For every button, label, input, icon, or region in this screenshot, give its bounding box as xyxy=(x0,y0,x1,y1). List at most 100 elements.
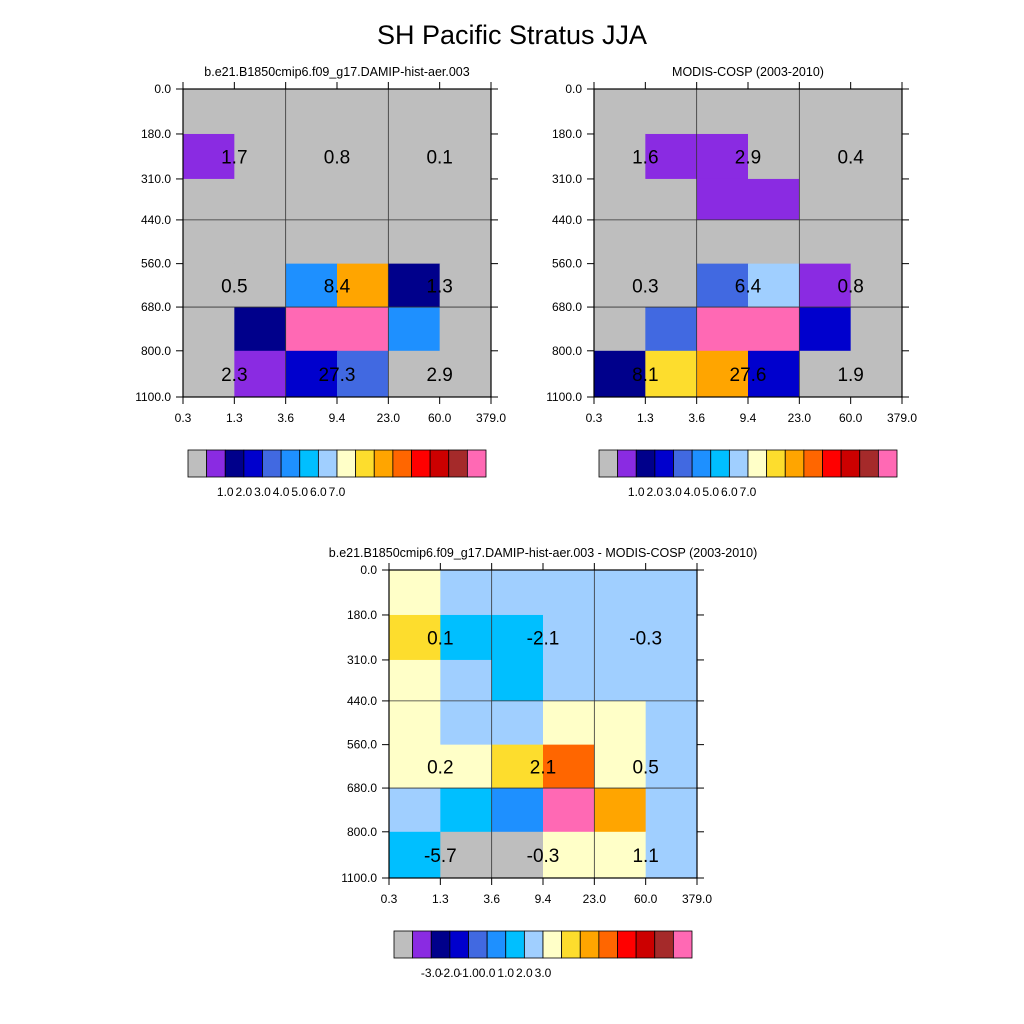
colorbar-label: 2.0 xyxy=(647,485,664,499)
colorbar-swatch xyxy=(784,449,805,478)
panel-subtitle: MODIS-COSP (2003-2010) xyxy=(672,65,824,79)
block-value-label: -5.7 xyxy=(424,846,457,867)
heatmap-cell xyxy=(439,263,492,308)
panel-subtitle: b.e21.B1850cmip6.f09_g17.DAMIP-hist-aer.… xyxy=(204,65,469,79)
heatmap-cell xyxy=(748,89,800,135)
block-value-label: 1.3 xyxy=(426,276,452,297)
y-tick-label: 680.0 xyxy=(552,300,582,314)
y-tick-label: 440.0 xyxy=(347,694,377,708)
heatmap-cell xyxy=(388,219,441,265)
colorbar-swatch xyxy=(840,449,861,478)
heatmap-cell xyxy=(440,570,493,616)
heatmap-cell xyxy=(440,614,493,661)
heatmap-cell xyxy=(440,659,493,702)
block-value-label: 0.1 xyxy=(427,628,453,649)
heatmap-cell xyxy=(543,788,595,833)
heatmap-cell xyxy=(748,263,800,308)
heatmap-cell xyxy=(594,659,647,702)
colorbar-label: -1.0 xyxy=(458,966,479,980)
y-tick-label: 800.0 xyxy=(141,344,171,358)
heatmap-cell xyxy=(850,133,903,180)
heatmap-cell xyxy=(594,788,647,833)
y-tick-label: 800.0 xyxy=(347,825,377,839)
block-value-label: 2.1 xyxy=(530,757,556,778)
heatmap-cell xyxy=(234,263,287,308)
block-value-label: 1.6 xyxy=(632,147,658,168)
heatmap-cell xyxy=(337,178,389,221)
y-tick-label: 440.0 xyxy=(141,213,171,227)
heatmap-cell xyxy=(491,788,544,833)
heatmap-cell xyxy=(285,133,338,180)
colorbar-swatch xyxy=(317,449,338,478)
colorbar-swatch xyxy=(635,930,656,959)
x-tick-label: 9.4 xyxy=(740,411,757,425)
y-tick-label: 680.0 xyxy=(347,781,377,795)
colorbar-swatch xyxy=(486,930,507,959)
heatmap-cell xyxy=(850,263,903,308)
colorbar-swatch xyxy=(430,930,451,959)
colorbar-swatch xyxy=(468,930,488,959)
colorbar-swatch xyxy=(654,930,674,959)
colorbar-swatch xyxy=(243,449,263,478)
heatmap-cell xyxy=(645,133,698,180)
colorbar: 1.0 2.0 3.0 4.0 5.0 6.0 7.0 xyxy=(187,449,487,499)
y-tick-label: 1100.0 xyxy=(341,871,377,885)
heatmap-cell xyxy=(285,219,338,265)
heatmap-cell xyxy=(594,133,646,180)
heatmap-cell xyxy=(337,89,389,135)
colorbar-label: 4.0 xyxy=(273,485,290,499)
heatmap-cell xyxy=(183,307,235,352)
heatmap-cell xyxy=(594,219,646,265)
colorbar-swatch xyxy=(373,449,394,478)
heatmap-cell xyxy=(543,700,595,746)
heatmap-cell xyxy=(389,659,441,702)
heatmap-cell xyxy=(696,307,749,352)
colorbar-swatch xyxy=(598,449,619,478)
heatmap-cell xyxy=(183,219,235,265)
heatmap-cell xyxy=(543,614,595,661)
heatmap-cell xyxy=(645,350,698,398)
block-value-label: 8.4 xyxy=(324,276,351,297)
heatmap-panel-3: b.e21.B1850cmip6.f09_g17.DAMIP-hist-aer.… xyxy=(329,546,757,980)
x-tick-label: 23.0 xyxy=(788,411,812,425)
colorbar-label: 1.0 xyxy=(217,485,234,499)
x-tick-label: 3.6 xyxy=(688,411,705,425)
block-value-label: 0.2 xyxy=(427,757,453,778)
colorbar-swatch xyxy=(710,449,730,478)
heatmap-cell xyxy=(799,307,852,352)
heatmap-cell xyxy=(799,178,852,221)
heatmap-cell xyxy=(440,700,493,746)
colorbar-swatch xyxy=(617,930,637,959)
heatmap-cell xyxy=(850,178,903,221)
colorbar-swatch xyxy=(429,449,450,478)
heatmap-cell xyxy=(850,219,903,265)
block-value-label: 0.8 xyxy=(837,276,863,297)
heatmap-cell xyxy=(285,263,338,308)
heatmap-cell xyxy=(696,178,749,221)
block-value-label: 1.9 xyxy=(837,365,863,386)
colorbar-swatch xyxy=(466,449,487,478)
heatmap-cell xyxy=(234,350,287,398)
colorbar-swatch xyxy=(523,930,544,959)
colorbar-swatch xyxy=(262,449,282,478)
block-value-label: 6.4 xyxy=(735,276,762,297)
heatmap-cell xyxy=(543,659,595,702)
heatmap-cell xyxy=(285,178,338,221)
heatmap-cell xyxy=(696,350,749,398)
colorbar-swatch xyxy=(617,449,637,478)
heatmap-cell xyxy=(748,307,800,352)
x-tick-label: 0.3 xyxy=(381,892,398,906)
y-tick-label: 560.0 xyxy=(552,257,582,271)
block-value-label: 27.3 xyxy=(319,365,356,386)
heatmap-cell xyxy=(645,89,698,135)
y-tick-label: 560.0 xyxy=(141,257,171,271)
x-tick-label: 379.0 xyxy=(887,411,917,425)
heatmap-cell xyxy=(645,700,698,746)
heatmap-cell xyxy=(645,788,698,833)
heatmap-cell xyxy=(696,133,749,180)
colorbar-label: 2.0 xyxy=(236,485,253,499)
heatmap-cell xyxy=(594,744,647,789)
colorbar-label: -2.0 xyxy=(440,966,461,980)
x-tick-label: 0.3 xyxy=(175,411,192,425)
heatmap-cell xyxy=(337,263,389,308)
